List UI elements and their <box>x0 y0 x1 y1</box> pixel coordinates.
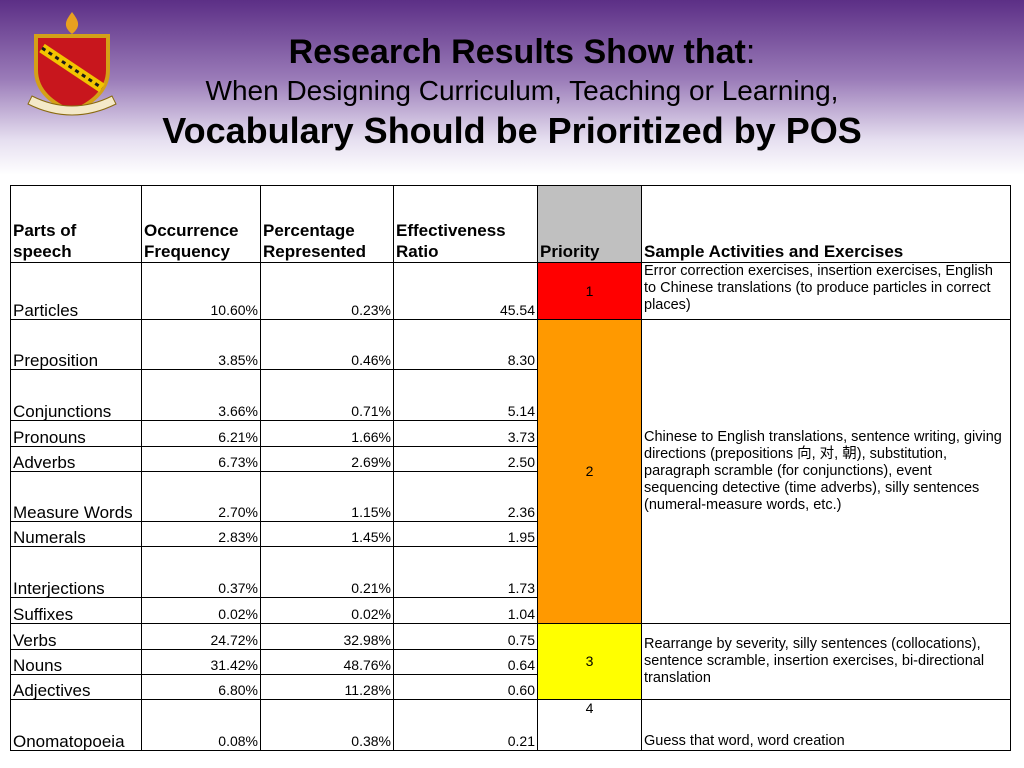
table-row: Interjections 0.37% 0.21% 1.73 <box>10 546 1011 598</box>
table-cell: 3.66% <box>141 369 261 421</box>
subtitle: When Designing Curriculum, Teaching or L… <box>205 75 839 106</box>
title-suffix: : <box>745 33 756 71</box>
part-of-speech: Particles <box>10 262 142 320</box>
table-cell: 0.75 <box>393 623 538 650</box>
table-cell: 0.37% <box>141 546 261 598</box>
table-cell: 11.28% <box>260 674 394 700</box>
priority-cell: 1 <box>537 262 642 320</box>
crest-logo <box>27 12 117 116</box>
table-cell: 2.69% <box>260 446 394 472</box>
priority-cell: 4 <box>537 699 642 751</box>
titles: Research Results Show that: When Designi… <box>0 30 1024 154</box>
column-header: Parts of speech <box>10 185 142 263</box>
column-header: Effectiveness Ratio <box>393 185 538 263</box>
table-cell: 1.73 <box>393 546 538 598</box>
table-cell: 3.85% <box>141 319 261 370</box>
table-cell: 6.73% <box>141 446 261 472</box>
part-of-speech: Verbs <box>10 623 142 650</box>
activities-cell: Rearrange by severity, silly sentences (… <box>641 623 1011 700</box>
table-cell: 48.76% <box>260 649 394 675</box>
table-cell: 0.02% <box>141 597 261 624</box>
table-cell: 2.70% <box>141 471 261 522</box>
table-row: Numerals 2.83% 1.45% 1.95 <box>10 521 1011 547</box>
table-cell: 6.80% <box>141 674 261 700</box>
part-of-speech: Measure Words <box>10 471 142 522</box>
column-header: Priority <box>537 185 642 263</box>
table-cell: 2.36 <box>393 471 538 522</box>
table-cell: 2.83% <box>141 521 261 547</box>
part-of-speech: Adjectives <box>10 674 142 700</box>
part-of-speech: Onomatopoeia <box>10 699 142 751</box>
table-cell: 0.02% <box>260 597 394 624</box>
activities-cell: Error correction exercises, insertion ex… <box>641 262 1011 320</box>
table-cell: 6.21% <box>141 420 261 447</box>
part-of-speech: Pronouns <box>10 420 142 447</box>
table-cell: 2.50 <box>393 446 538 472</box>
table-cell: 0.23% <box>260 262 394 320</box>
title-line: Research Results Show that: <box>0 30 1024 74</box>
table-cell: 0.46% <box>260 319 394 370</box>
part-of-speech: Conjunctions <box>10 369 142 421</box>
column-header: Occurrence Frequency <box>141 185 261 263</box>
table-cell: 31.42% <box>141 649 261 675</box>
table-cell: 32.98% <box>260 623 394 650</box>
column-header: Sample Activities and Exercises <box>641 185 1011 263</box>
table-cell: 0.21% <box>260 546 394 598</box>
part-of-speech: Adverbs <box>10 446 142 472</box>
title: Research Results Show that <box>288 33 746 71</box>
table-cell: 0.38% <box>260 699 394 751</box>
table-cell: 0.64 <box>393 649 538 675</box>
table-cell: 1.04 <box>393 597 538 624</box>
table-cell: 10.60% <box>141 262 261 320</box>
table-cell: 1.45% <box>260 521 394 547</box>
table-cell: 5.14 <box>393 369 538 421</box>
activities-cell: Chinese to English translations, sentenc… <box>641 319 1011 624</box>
table-cell: 45.54 <box>393 262 538 320</box>
activities-cell: Guess that word, word creation <box>641 699 1011 751</box>
table-row: Nouns 31.42% 48.76% 0.64 <box>10 649 1011 675</box>
table-row: Verbs 24.72% 32.98% 0.75 3 Rearrange by sever… <box>10 623 1011 700</box>
table-row: Onomatopoeia 0.08% 0.38% 0.21 4 Guess that wo… <box>10 699 1011 751</box>
part-of-speech: Interjections <box>10 546 142 598</box>
table-cell: 3.73 <box>393 420 538 447</box>
priority-cell: 2 <box>537 319 642 624</box>
table-cell: 0.71% <box>260 369 394 421</box>
headline: Vocabulary Should be Prioritized by POS <box>162 110 862 151</box>
table-row: Particles 10.60% 0.23% 45.54 1 Error correcti… <box>10 262 1011 320</box>
table-cell: 1.95 <box>393 521 538 547</box>
part-of-speech: Numerals <box>10 521 142 547</box>
table-cell: 1.15% <box>260 471 394 522</box>
column-header: Percentage Represented <box>260 185 394 263</box>
table-row: Suffixes 0.02% 0.02% 1.04 <box>10 597 1011 624</box>
part-of-speech: Preposition <box>10 319 142 370</box>
priority-cell: 3 <box>537 623 642 700</box>
table-cell: 0.08% <box>141 699 261 751</box>
results-table: Parts of speech Occurrence Frequency Perce… <box>10 185 1011 751</box>
part-of-speech: Suffixes <box>10 597 142 624</box>
part-of-speech: Nouns <box>10 649 142 675</box>
table-cell: 0.21 <box>393 699 538 751</box>
header-band <box>0 0 1024 175</box>
table-cell: 0.60 <box>393 674 538 700</box>
table-row: Preposition 3.85% 0.46% 8.30 2 Chinese to Eng… <box>10 319 1011 624</box>
table-cell: 8.30 <box>393 319 538 370</box>
table-cell: 24.72% <box>141 623 261 650</box>
header-row: Parts of speech Occurrence Frequency Perce… <box>10 185 1011 263</box>
table-cell: 1.66% <box>260 420 394 447</box>
